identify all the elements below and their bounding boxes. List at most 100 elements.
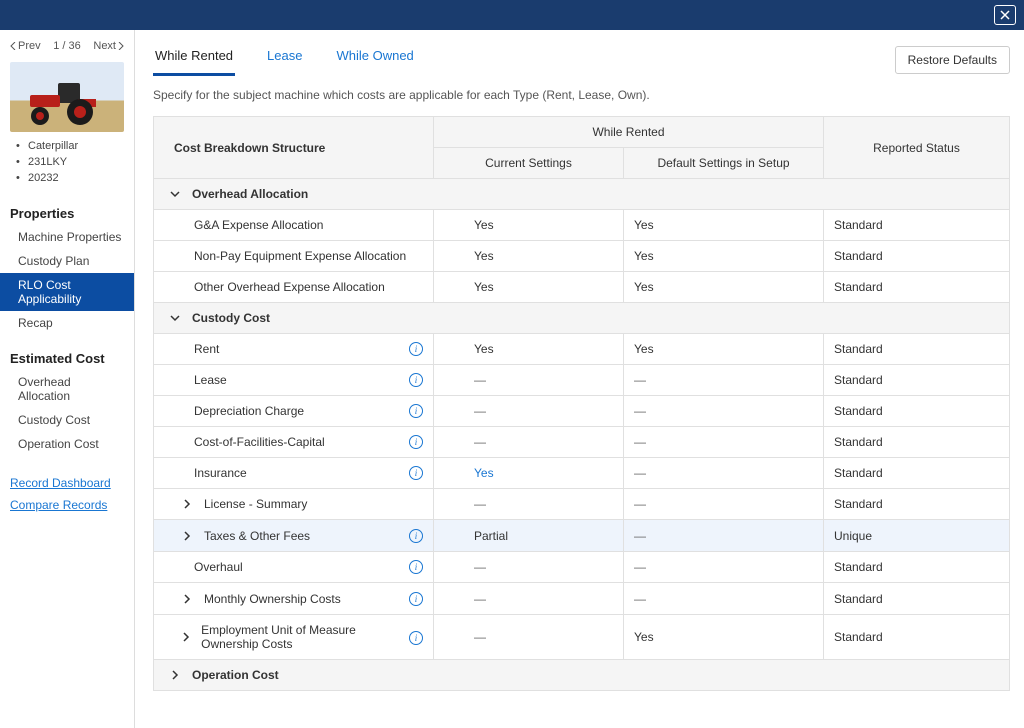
- status-value: Standard: [834, 497, 883, 511]
- cell-value: —: [634, 560, 646, 574]
- row-toggle[interactable]: [180, 632, 191, 642]
- tab-lease[interactable]: Lease: [265, 44, 304, 76]
- status-value: Standard: [834, 592, 883, 606]
- tractor-icon: [20, 81, 110, 126]
- th-current: Current Settings: [434, 148, 624, 179]
- row-label: Overhaul: [194, 560, 243, 574]
- info-icon[interactable]: i: [409, 529, 423, 543]
- cbs-table: Cost Breakdown Structure While Rented Re…: [153, 116, 1010, 691]
- cell-value: Yes: [474, 218, 494, 232]
- cell-value: —: [634, 497, 646, 511]
- row-label: Rent: [194, 342, 219, 356]
- status-value: Standard: [834, 630, 883, 644]
- group-toggle[interactable]: [168, 313, 182, 323]
- cell-value: —: [474, 592, 486, 606]
- tab-while-owned[interactable]: While Owned: [334, 44, 415, 76]
- cell-value: —: [474, 630, 486, 644]
- cell-value[interactable]: Yes: [474, 466, 494, 480]
- meta-make: Caterpillar: [20, 140, 124, 152]
- cell-value: —: [634, 466, 646, 480]
- close-icon: [999, 9, 1011, 21]
- group-label: Operation Cost: [192, 668, 279, 682]
- row-toggle[interactable]: [180, 531, 194, 541]
- nav-recap[interactable]: Recap: [0, 311, 134, 335]
- close-button[interactable]: [994, 5, 1016, 25]
- cell-value: —: [474, 373, 486, 387]
- info-icon[interactable]: i: [409, 342, 423, 356]
- cell-value: Yes: [634, 249, 654, 263]
- cell-value: —: [474, 560, 486, 574]
- group-toggle[interactable]: [168, 189, 182, 199]
- chevron-right-icon: [118, 42, 124, 50]
- page-subtitle: Specify for the subject machine which co…: [153, 88, 1010, 102]
- nav-overhead-allocation[interactable]: Overhead Allocation: [0, 370, 134, 408]
- row-label: Insurance: [194, 466, 247, 480]
- cell-value: Yes: [474, 280, 494, 294]
- restore-defaults-button[interactable]: Restore Defaults: [895, 46, 1010, 74]
- page-position: 1 / 36: [53, 40, 81, 52]
- cell-value: Partial: [474, 529, 508, 543]
- cell-value: —: [634, 435, 646, 449]
- row-toggle[interactable]: [180, 594, 194, 604]
- status-value: Standard: [834, 466, 883, 480]
- info-icon[interactable]: i: [409, 592, 423, 606]
- next-button[interactable]: Next: [93, 40, 124, 52]
- cell-value: Yes: [634, 280, 654, 294]
- row-label: G&A Expense Allocation: [194, 218, 323, 232]
- th-cbs: Cost Breakdown Structure: [154, 117, 434, 179]
- th-default: Default Settings in Setup: [624, 148, 824, 179]
- status-value: Standard: [834, 404, 883, 418]
- status-value: Unique: [834, 529, 872, 543]
- row-toggle[interactable]: [180, 499, 194, 509]
- row-label: Lease: [194, 373, 227, 387]
- nav-custody-plan[interactable]: Custody Plan: [0, 249, 134, 273]
- status-value: Standard: [834, 280, 883, 294]
- chevron-left-icon: [10, 42, 16, 50]
- prev-label: Prev: [18, 40, 41, 52]
- link-record-dashboard[interactable]: Record Dashboard: [10, 476, 124, 490]
- info-icon[interactable]: i: [409, 373, 423, 387]
- nav-rlo-cost-applicability[interactable]: RLO Cost Applicability: [0, 273, 134, 311]
- cell-value: Yes: [634, 630, 654, 644]
- status-value: Standard: [834, 435, 883, 449]
- tab-while-rented[interactable]: While Rented: [153, 44, 235, 76]
- cell-value: —: [474, 497, 486, 511]
- status-value: Standard: [834, 560, 883, 574]
- cell-value: —: [474, 404, 486, 418]
- link-compare-records[interactable]: Compare Records: [10, 498, 124, 512]
- info-icon[interactable]: i: [409, 404, 423, 418]
- machine-thumbnail: [10, 62, 124, 132]
- status-value: Standard: [834, 342, 883, 356]
- nav-custody-cost[interactable]: Custody Cost: [0, 408, 134, 432]
- row-label: Non-Pay Equipment Expense Allocation: [194, 249, 406, 263]
- cell-value: Yes: [474, 249, 494, 263]
- cell-value: Yes: [474, 342, 494, 356]
- section-properties-title: Properties: [0, 200, 134, 225]
- status-value: Standard: [834, 249, 883, 263]
- th-while-rented: While Rented: [434, 117, 824, 148]
- next-label: Next: [93, 40, 116, 52]
- group-label: Overhead Allocation: [192, 187, 308, 201]
- cell-value: Yes: [634, 218, 654, 232]
- info-icon[interactable]: i: [409, 466, 423, 480]
- cell-value: —: [474, 435, 486, 449]
- cell-value: —: [634, 404, 646, 418]
- meta-model: 231LKY: [20, 156, 124, 168]
- prev-button[interactable]: Prev: [10, 40, 41, 52]
- row-label: License - Summary: [204, 497, 307, 511]
- meta-serial: 20232: [20, 172, 124, 184]
- info-icon[interactable]: i: [409, 435, 423, 449]
- group-toggle[interactable]: [168, 670, 182, 680]
- nav-operation-cost[interactable]: Operation Cost: [0, 432, 134, 456]
- cell-value: Yes: [634, 342, 654, 356]
- cell-value: —: [634, 373, 646, 387]
- group-label: Custody Cost: [192, 311, 270, 325]
- row-label: Monthly Ownership Costs: [204, 592, 341, 606]
- status-value: Standard: [834, 373, 883, 387]
- info-icon[interactable]: i: [409, 560, 423, 574]
- cell-value: —: [634, 529, 646, 543]
- status-value: Standard: [834, 218, 883, 232]
- info-icon[interactable]: i: [409, 631, 423, 645]
- nav-machine-properties[interactable]: Machine Properties: [0, 225, 134, 249]
- row-label: Depreciation Charge: [194, 404, 304, 418]
